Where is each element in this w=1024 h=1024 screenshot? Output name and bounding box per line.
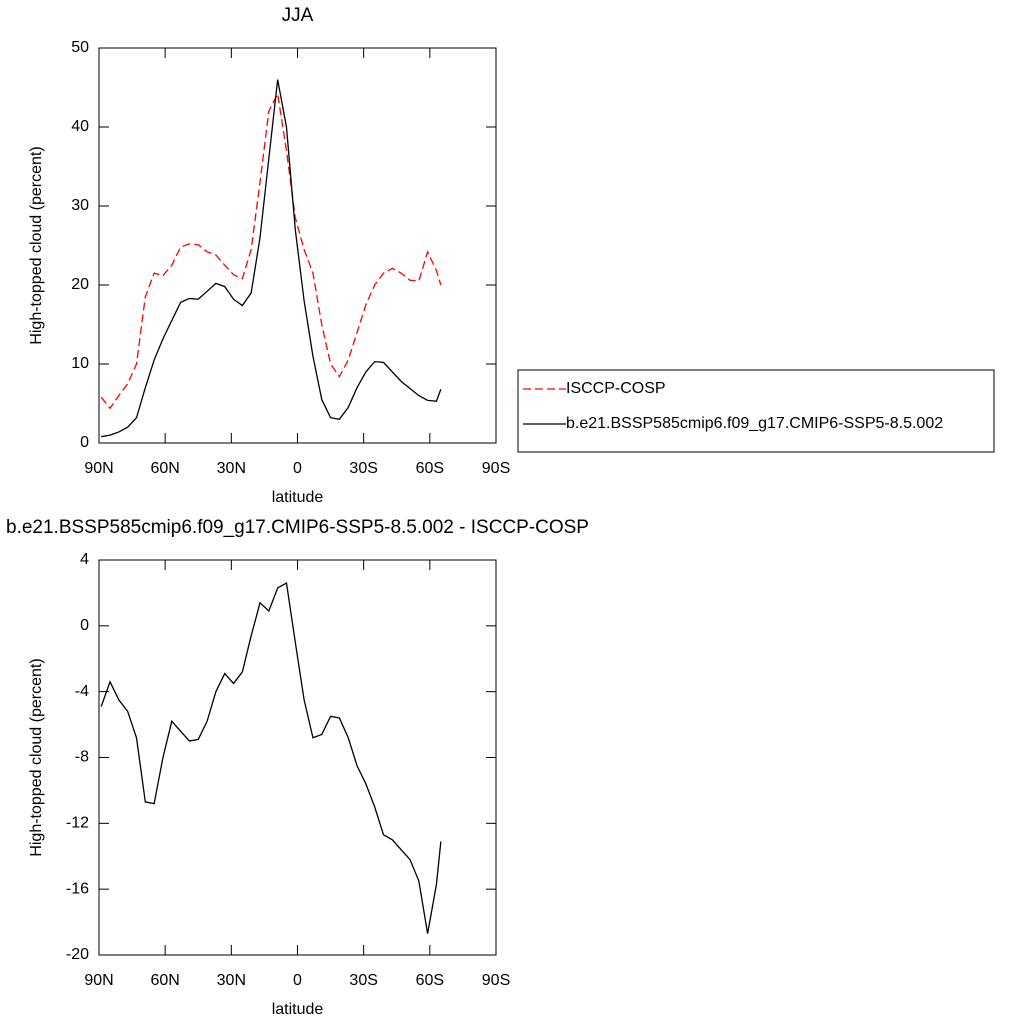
x-tick-label: 0: [293, 972, 302, 989]
x-tick-label: 90S: [482, 460, 510, 477]
x-tick-label: 30N: [217, 460, 246, 477]
x-tick-label: 60S: [416, 460, 444, 477]
x-tick-label: 30N: [217, 972, 246, 989]
x-tick-label: 30S: [349, 972, 377, 989]
x-tick-label: 0: [293, 460, 302, 477]
chart-title: JJA: [282, 5, 314, 26]
y-tick-label: 10: [71, 355, 89, 372]
data-line: [101, 79, 442, 438]
y-tick-label: -8: [75, 749, 89, 766]
chart-title: b.e21.BSSP585cmip6.f09_g17.CMIP6-SSP5-8.…: [6, 517, 589, 538]
y-tick-label: 20: [71, 276, 89, 293]
y-tick-label: 0: [80, 434, 89, 451]
x-tick-label: 30S: [349, 460, 377, 477]
y-tick-label: 0: [80, 617, 89, 634]
y-axis-label: High-topped cloud (percent): [28, 146, 45, 344]
x-tick-label: 60N: [150, 460, 179, 477]
y-tick-label: -20: [66, 946, 89, 963]
x-tick-label: 60S: [416, 972, 444, 989]
x-tick-label: 90N: [84, 460, 113, 477]
y-axis-label: High-topped cloud (percent): [28, 658, 45, 856]
legend-label: ISCCP-COSP: [566, 380, 666, 397]
y-tick-label: 50: [71, 39, 89, 56]
x-tick-label: 90N: [84, 972, 113, 989]
y-tick-label: 40: [71, 118, 89, 135]
x-axis-label: latitude: [272, 1001, 324, 1018]
y-tick-label: 4: [80, 551, 89, 568]
y-tick-label: 30: [71, 197, 89, 214]
x-tick-label: 60N: [150, 972, 179, 989]
legend-label: b.e21.BSSP585cmip6.f09_g17.CMIP6-SSP5-8.…: [566, 415, 943, 432]
x-tick-label: 90S: [482, 972, 510, 989]
data-line: [100, 91, 442, 410]
y-tick-label: -12: [66, 815, 89, 832]
y-tick-label: -16: [66, 880, 89, 897]
data-line: [100, 582, 442, 934]
legend-box: [517, 369, 995, 453]
x-axis-label: latitude: [272, 489, 324, 506]
plot-frame: [98, 559, 497, 956]
y-tick-label: -4: [75, 683, 89, 700]
